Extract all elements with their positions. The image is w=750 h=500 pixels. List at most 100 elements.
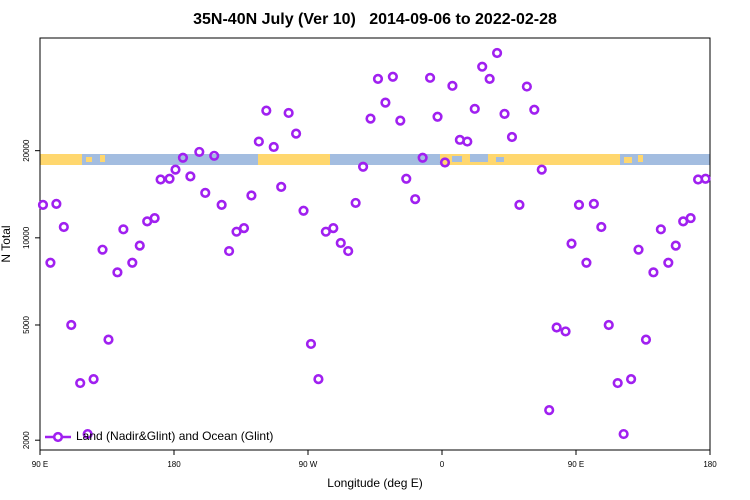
data-point bbox=[51, 198, 62, 209]
data-point bbox=[685, 212, 696, 224]
plot-frame bbox=[39, 37, 711, 451]
data-point bbox=[290, 128, 302, 139]
data-point bbox=[276, 181, 287, 192]
data-point bbox=[544, 405, 555, 416]
data-point bbox=[395, 115, 406, 126]
data-point bbox=[536, 164, 547, 175]
data-point bbox=[447, 80, 458, 91]
data-point bbox=[700, 173, 711, 184]
data-point bbox=[127, 257, 138, 268]
x-tick-label: 90 W bbox=[299, 460, 318, 469]
data-point bbox=[216, 199, 227, 210]
data-point bbox=[618, 428, 629, 440]
data-point bbox=[170, 164, 181, 175]
data-point bbox=[357, 161, 369, 172]
data-point bbox=[37, 199, 49, 210]
data-point bbox=[343, 245, 354, 257]
data-point bbox=[253, 136, 264, 147]
data-point bbox=[164, 173, 175, 184]
data-point bbox=[551, 322, 562, 333]
surface-strip bbox=[40, 154, 710, 165]
data-point bbox=[118, 224, 129, 235]
data-point bbox=[238, 223, 250, 234]
data-point bbox=[566, 238, 577, 249]
data-point bbox=[514, 199, 525, 210]
data-point bbox=[648, 267, 659, 278]
data-point bbox=[380, 97, 391, 108]
data-point bbox=[469, 103, 480, 114]
data-point bbox=[261, 105, 272, 116]
data-point bbox=[477, 61, 488, 72]
data-point bbox=[670, 240, 681, 251]
data-point bbox=[462, 136, 473, 147]
data-point bbox=[283, 107, 294, 119]
legend-marker bbox=[52, 431, 64, 443]
data-point bbox=[499, 108, 510, 119]
data-point bbox=[88, 374, 99, 385]
data-point bbox=[401, 173, 412, 184]
data-point bbox=[372, 73, 384, 84]
data-point bbox=[663, 257, 674, 268]
data-point bbox=[633, 244, 644, 255]
data-point bbox=[177, 152, 189, 163]
data-point bbox=[387, 71, 398, 82]
data-point bbox=[134, 240, 145, 251]
data-point bbox=[268, 141, 279, 153]
data-point bbox=[491, 47, 503, 59]
data-point bbox=[596, 221, 607, 233]
data-point bbox=[185, 171, 196, 182]
x-tick-label: 90 E bbox=[568, 460, 584, 469]
y-tick-label: 5000 bbox=[22, 316, 31, 334]
data-point bbox=[588, 198, 599, 209]
data-point bbox=[58, 221, 69, 233]
x-tick-label: 180 bbox=[167, 460, 181, 469]
data-point bbox=[335, 237, 346, 249]
data-point bbox=[75, 377, 86, 389]
data-point bbox=[209, 150, 220, 161]
data-point bbox=[298, 205, 309, 216]
data-point bbox=[313, 374, 324, 385]
data-point bbox=[560, 326, 571, 337]
data-point bbox=[350, 197, 361, 209]
data-point bbox=[529, 104, 540, 115]
chart-title: 35N-40N July (Ver 10) 2014-09-06 to 2022… bbox=[193, 11, 557, 28]
data-point bbox=[200, 187, 211, 198]
data-point bbox=[246, 190, 257, 201]
y-tick-label: 2000 bbox=[22, 431, 31, 449]
data-point bbox=[432, 111, 443, 122]
data-point bbox=[97, 244, 108, 255]
data-point bbox=[305, 338, 317, 350]
data-point bbox=[417, 152, 428, 163]
data-point bbox=[223, 245, 235, 257]
y-tick-label: 20000 bbox=[22, 139, 31, 162]
y-axis-label: N Total bbox=[0, 225, 13, 262]
data-point bbox=[410, 194, 421, 205]
data-point bbox=[424, 72, 436, 83]
data-point bbox=[573, 199, 585, 210]
data-point bbox=[655, 224, 666, 235]
data-point bbox=[112, 267, 123, 278]
data-point bbox=[194, 146, 205, 158]
data-point bbox=[365, 113, 376, 124]
data-point bbox=[103, 334, 114, 345]
data-point bbox=[439, 157, 451, 168]
data-point bbox=[45, 257, 56, 268]
data-point bbox=[66, 319, 77, 331]
data-point bbox=[612, 377, 623, 389]
data-point bbox=[155, 174, 166, 185]
data-point bbox=[640, 334, 652, 345]
legend: Land (Nadir&Glint) and Ocean (Glint) bbox=[45, 429, 273, 443]
legend-label: Land (Nadir&Glint) and Ocean (Glint) bbox=[76, 429, 273, 443]
y-tick-label: 10000 bbox=[22, 226, 31, 249]
data-point bbox=[625, 374, 637, 385]
x-tick-label: 0 bbox=[440, 460, 445, 469]
data-point bbox=[506, 131, 518, 143]
data-point bbox=[484, 73, 495, 84]
x-tick-label: 90 E bbox=[32, 460, 48, 469]
data-point bbox=[82, 428, 93, 440]
data-point bbox=[328, 223, 339, 234]
x-axis-label: Longitude (deg E) bbox=[327, 476, 422, 490]
data-point bbox=[521, 81, 532, 92]
data-point bbox=[603, 319, 614, 331]
